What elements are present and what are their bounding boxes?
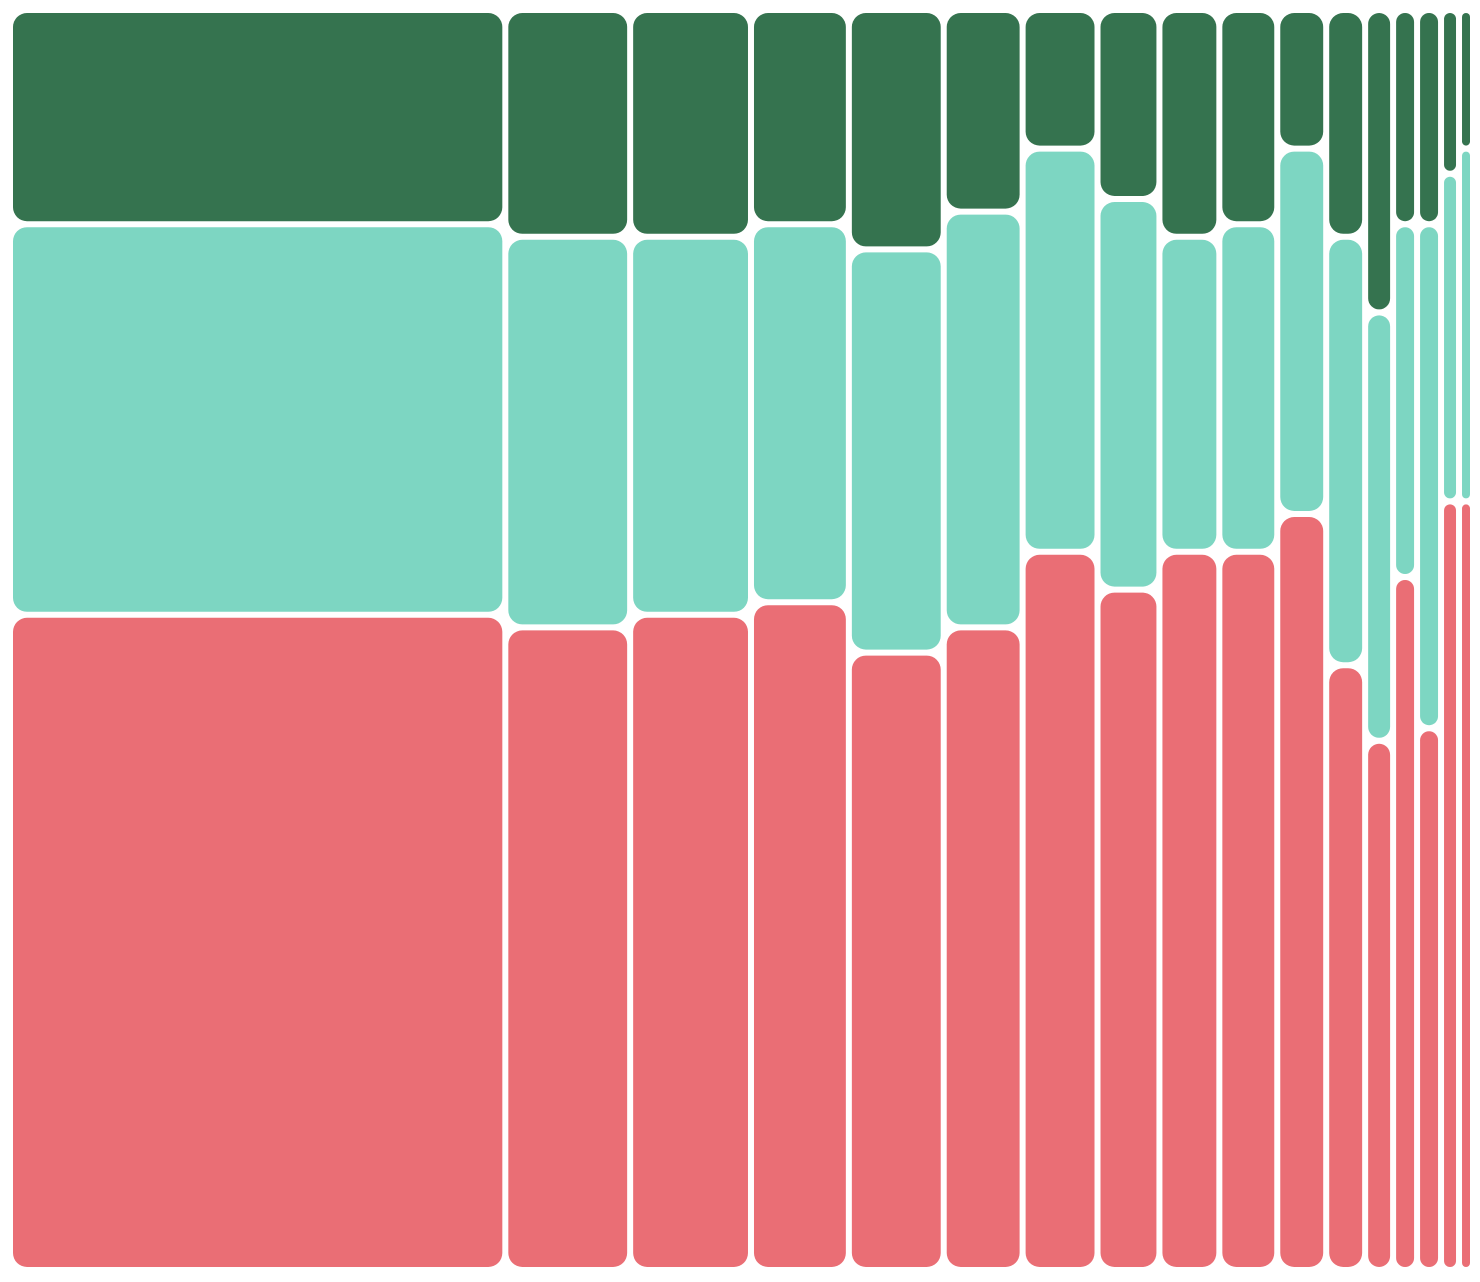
mosaic-cell: [1462, 504, 1470, 1267]
mosaic-cell: [1162, 554, 1217, 1267]
mosaic-cell: [1396, 227, 1415, 574]
mosaic-cell: [1025, 151, 1095, 549]
mosaic-cell: [508, 630, 628, 1267]
mosaic-cell: [1025, 554, 1095, 1267]
mosaic-cell: [1368, 13, 1391, 310]
mosaic-cell: [633, 617, 748, 1267]
mosaic-cell: [1368, 743, 1391, 1267]
mosaic-cell: [1329, 239, 1363, 663]
mosaic-cell: [1025, 13, 1095, 146]
mosaic-cell: [851, 252, 941, 650]
mosaic-cell: [13, 617, 503, 1267]
mosaic-cell: [1420, 13, 1439, 222]
mosaic-cell: [508, 239, 628, 625]
mosaic-cell: [1222, 227, 1275, 549]
mosaic-cell: [13, 13, 503, 222]
mosaic-cell: [633, 239, 748, 612]
mosaic-cell: [946, 630, 1020, 1267]
mosaic-cell: [1368, 315, 1391, 738]
mosaic-cell: [1280, 517, 1324, 1267]
mosaic-cell: [1444, 176, 1457, 499]
mosaic-cell: [508, 13, 628, 234]
mosaic-cell: [1100, 592, 1157, 1267]
mosaic-cell: [946, 13, 1020, 209]
mosaic-cell: [1462, 13, 1470, 146]
mosaic-cell: [1222, 554, 1275, 1267]
mosaic-cell: [1162, 13, 1217, 234]
mosaic-cell: [1280, 151, 1324, 511]
mosaic-cell: [1462, 151, 1470, 499]
mosaic-cell: [851, 655, 941, 1267]
mosaic-cell: [1100, 202, 1157, 587]
mosaic-cell: [1444, 504, 1457, 1267]
mosaic-cell: [633, 13, 748, 234]
mosaic-cell: [946, 214, 1020, 625]
mosaic-cell: [1444, 13, 1457, 171]
mosaic-cell: [1280, 13, 1324, 146]
mosaic-cell: [753, 227, 846, 600]
mosaic-cell: [1100, 13, 1157, 196]
mosaic-cell: [1396, 13, 1415, 222]
mosaic-cell: [1329, 13, 1363, 234]
mosaic-cell: [1420, 731, 1439, 1267]
mosaic-cell: [1222, 13, 1275, 222]
mosaic-cell: [851, 13, 941, 247]
mosaic-cell: [1329, 668, 1363, 1267]
mosaic-cell: [753, 605, 846, 1267]
mosaic-cell: [753, 13, 846, 222]
mosaic-cell: [1420, 227, 1439, 726]
mosaic-cell: [1162, 239, 1217, 549]
mosaic-cell: [13, 227, 503, 612]
mosaic-cell: [1396, 580, 1415, 1267]
